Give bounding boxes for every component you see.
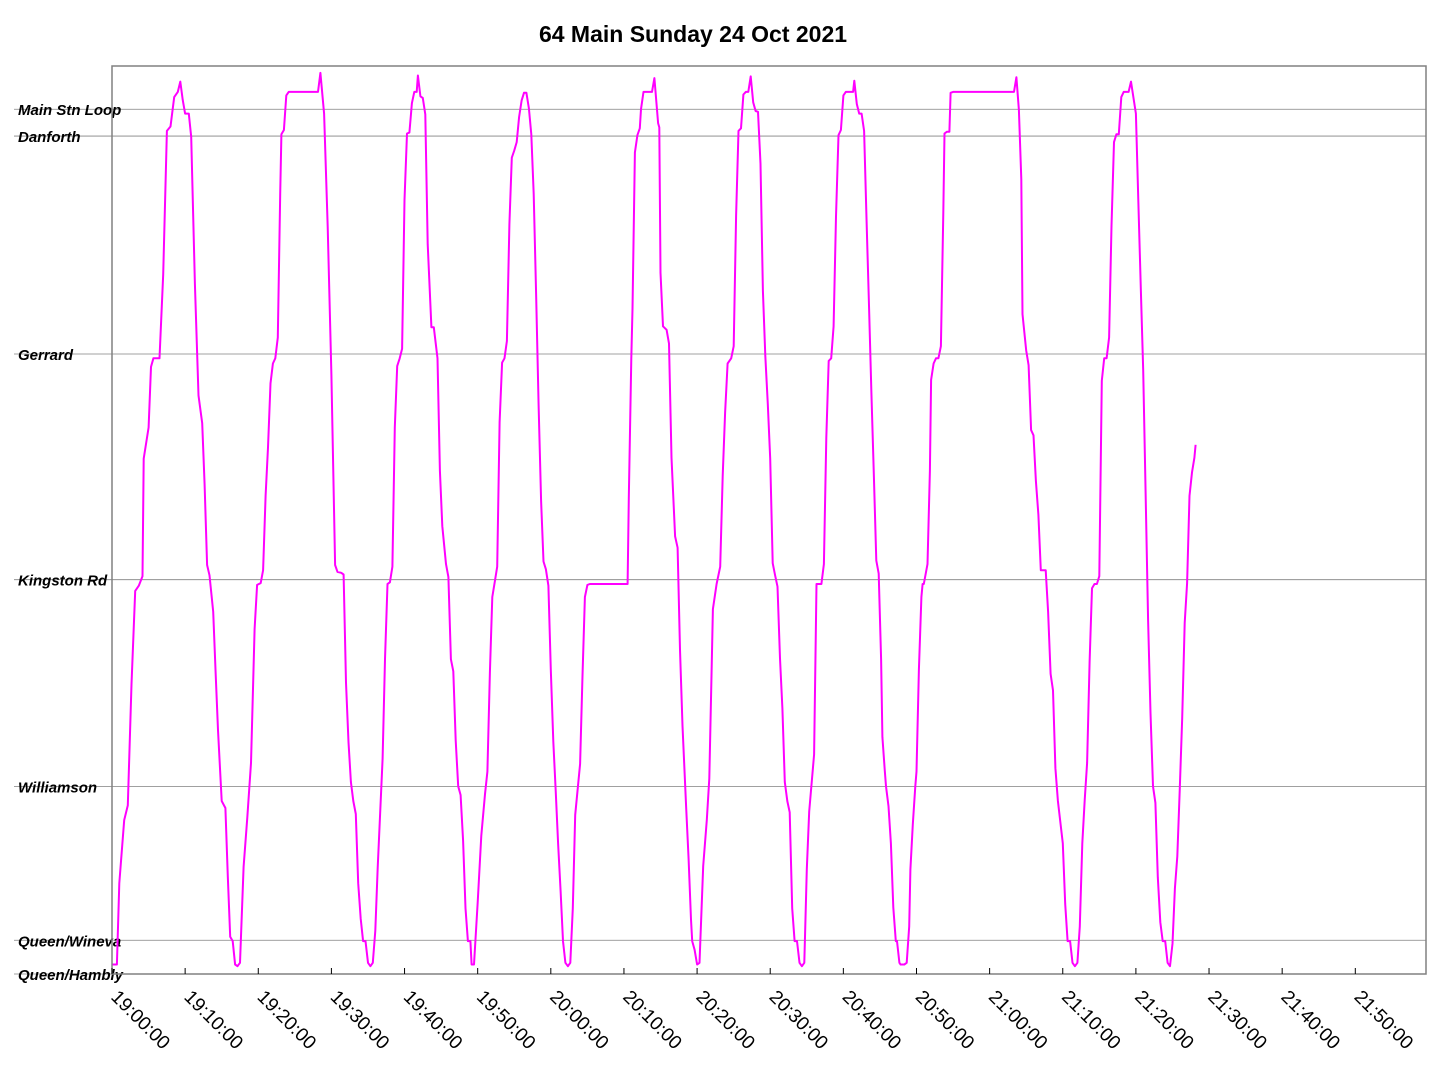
x-tick-label: 19:40:00	[399, 987, 466, 1054]
x-tick-label: 20:50:00	[911, 987, 978, 1054]
x-tick-label: 19:20:00	[253, 987, 320, 1054]
station-label: Gerrard	[18, 347, 74, 364]
plot-area-border	[111, 65, 1427, 975]
station-label: Williamson	[18, 779, 97, 796]
x-tick-label: 20:10:00	[618, 987, 685, 1054]
x-tick-label: 20:30:00	[765, 987, 832, 1054]
x-tick-label: 19:00:00	[106, 987, 173, 1054]
x-tick-label: 19:10:00	[180, 987, 247, 1054]
station-label: Main Stn Loop	[18, 102, 121, 119]
x-tick-label: 21:30:00	[1203, 987, 1270, 1054]
y-axis-station-labels: Main Stn Loop Danforth Gerrard Kingston Rd W…	[18, 102, 124, 984]
x-tick-label: 20:40:00	[838, 987, 905, 1054]
station-label: Danforth	[18, 129, 81, 146]
series-line	[112, 71, 1197, 968]
station-label: Queen/Hambly	[18, 967, 124, 984]
x-tick-label: 20:00:00	[545, 987, 612, 1054]
x-tick-label: 21:10:00	[1057, 987, 1124, 1054]
x-tick-label: 19:50:00	[472, 987, 539, 1054]
x-tick-label: 20:20:00	[692, 987, 759, 1054]
x-tick-label: 21:20:00	[1130, 987, 1197, 1054]
station-label: Queen/Wineva	[18, 933, 121, 950]
x-tick-label: 19:30:00	[326, 987, 393, 1054]
chart-title: 64 Main Sunday 24 Oct 2021	[539, 21, 847, 47]
x-tick-label: 21:40:00	[1277, 987, 1344, 1054]
station-label: Kingston Rd	[18, 573, 108, 590]
x-tick-label: 21:50:00	[1350, 987, 1417, 1054]
x-tick-label: 21:00:00	[984, 987, 1051, 1054]
x-axis-ticks: 19:00:00 19:10:00 19:20:00 19:30:00 19:40:00…	[106, 968, 1417, 1054]
